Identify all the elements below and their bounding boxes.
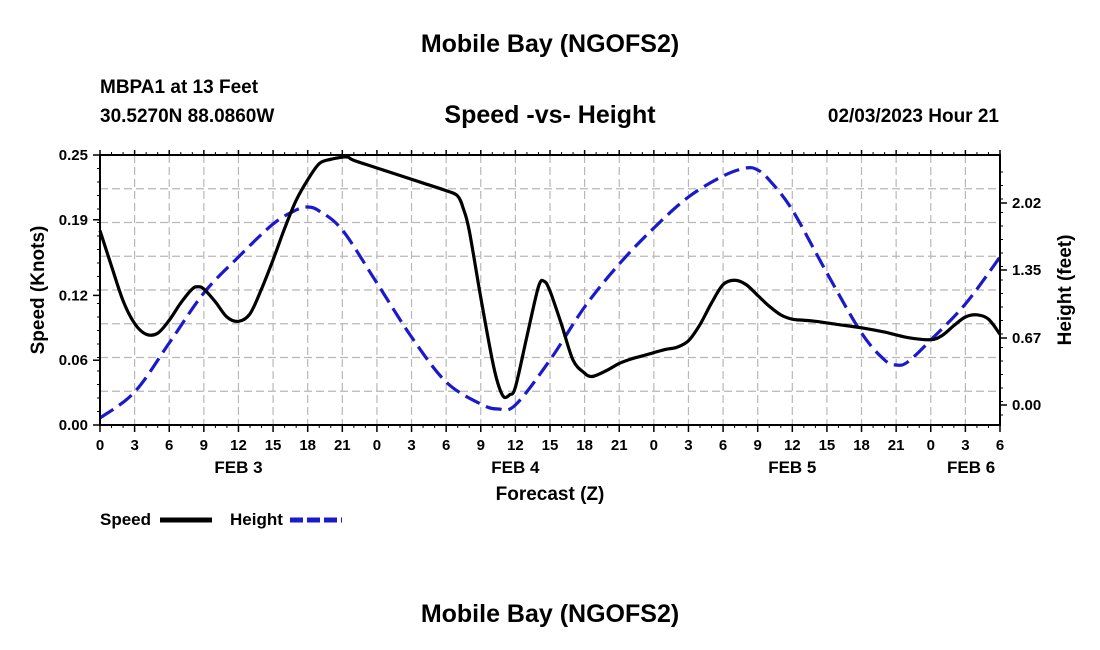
x-tick-label: 21 bbox=[334, 437, 351, 454]
x-tick-label: 21 bbox=[888, 437, 905, 454]
x-tick-label: 6 bbox=[442, 437, 450, 454]
footer-title: Mobile Bay (NGOFS2) bbox=[420, 600, 680, 628]
legend-speed-label: Speed bbox=[100, 510, 151, 529]
x-tick-label: 6 bbox=[165, 437, 173, 454]
legend-height-label: Height bbox=[230, 510, 283, 529]
x-tick-label: 0 bbox=[927, 437, 935, 454]
x-tick-label: 15 bbox=[542, 437, 559, 454]
x-tick-label: 3 bbox=[684, 437, 692, 454]
series-line-speed bbox=[98, 155, 1002, 400]
x-tick-label: 3 bbox=[961, 437, 969, 454]
day-label: FEB 6 bbox=[947, 458, 995, 477]
x-tick-label: 18 bbox=[576, 437, 593, 454]
x-tick-label: 9 bbox=[200, 437, 208, 454]
x-tick-label: 18 bbox=[299, 437, 316, 454]
y-left-axis-title: Speed (Knots) bbox=[28, 226, 49, 355]
x-tick-label: 12 bbox=[507, 437, 524, 454]
x-tick-label: 21 bbox=[611, 437, 628, 454]
main-title: Mobile Bay (NGOFS2) bbox=[420, 30, 680, 58]
y-right-tick-label: 2.02 bbox=[1012, 195, 1041, 212]
series-line-height bbox=[99, 166, 1002, 420]
x-tick-label: 0 bbox=[373, 437, 381, 454]
x-tick-label: 6 bbox=[719, 437, 727, 454]
x-axis-title: Forecast (Z) bbox=[496, 484, 605, 505]
labels-layer: 0 3 6 9 12 15 18 21 0 3 6 9 12 15 18 21 0 3 6 9 12 15 18 21 0 3 6F… bbox=[59, 147, 1041, 477]
y-right-tick-label: 0.00 bbox=[1012, 397, 1041, 414]
y-left-tick-label: 0.06 bbox=[59, 352, 88, 369]
x-tick-label: 3 bbox=[130, 437, 138, 454]
y-right-tick-label: 0.67 bbox=[1012, 330, 1041, 347]
x-tick-label: 15 bbox=[819, 437, 836, 454]
day-label: FEB 3 bbox=[214, 458, 262, 477]
chart-subtitle: Speed -vs- Height bbox=[444, 101, 656, 129]
y-right-axis-title: Height (feet) bbox=[1055, 235, 1076, 346]
x-tick-label: 3 bbox=[407, 437, 415, 454]
station-coordinates: 30.5270N 88.0860W bbox=[100, 106, 275, 127]
y-left-tick-label: 0.25 bbox=[59, 147, 88, 164]
day-label: FEB 5 bbox=[768, 458, 816, 477]
x-tick-label: 9 bbox=[754, 437, 762, 454]
series-layer bbox=[98, 155, 1002, 420]
y-left-tick-label: 0.12 bbox=[59, 287, 88, 304]
y-left-tick-label: 0.19 bbox=[59, 212, 88, 229]
legend: Speed Height bbox=[100, 510, 342, 529]
forecast-timestamp: 02/03/2023 Hour 21 bbox=[827, 106, 999, 127]
day-label: FEB 4 bbox=[491, 458, 540, 477]
x-tick-label: 12 bbox=[230, 437, 247, 454]
x-tick-label: 0 bbox=[96, 437, 104, 454]
x-tick-label: 6 bbox=[996, 437, 1004, 454]
x-tick-label: 0 bbox=[650, 437, 658, 454]
y-left-tick-label: 0.00 bbox=[59, 417, 88, 434]
x-tick-label: 18 bbox=[853, 437, 870, 454]
ticks-layer bbox=[93, 150, 1007, 432]
x-tick-label: 9 bbox=[477, 437, 485, 454]
x-tick-label: 15 bbox=[265, 437, 282, 454]
y-right-tick-label: 1.35 bbox=[1012, 262, 1041, 279]
x-tick-label: 12 bbox=[784, 437, 801, 454]
station-label: MBPA1 at 13 Feet bbox=[100, 77, 259, 98]
